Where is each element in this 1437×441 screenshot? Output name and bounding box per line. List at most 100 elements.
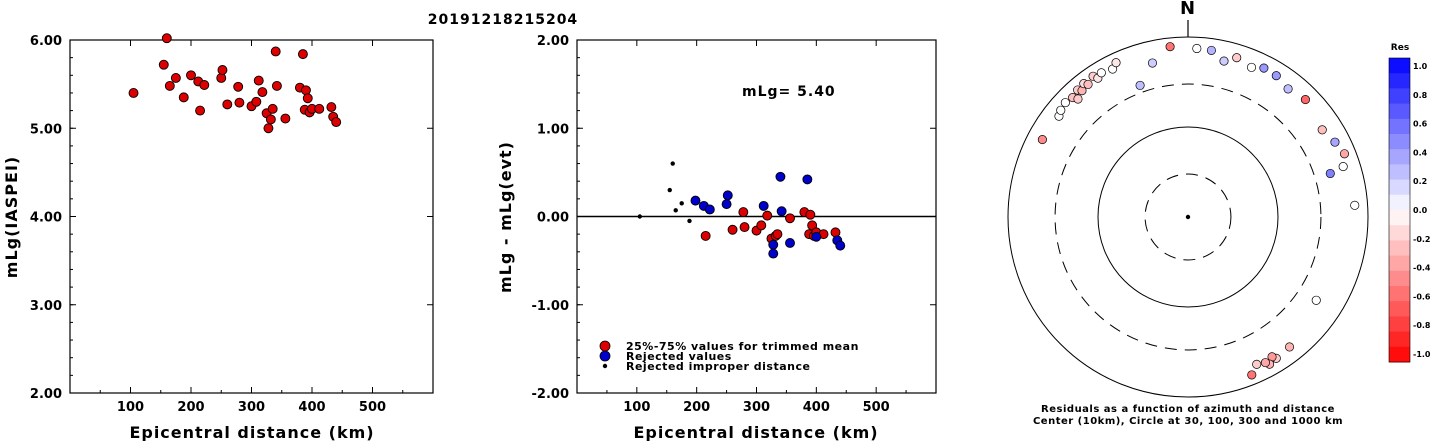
magnitude-plot: 100 200 300 400 500 2.00 3.00 4.00 5.00 6.00 [30, 33, 433, 415]
distance-ring-300 [1054, 83, 1322, 351]
magnitude-y-axis-label: mLg(IASPEI) [2, 156, 21, 278]
magnitude-point [271, 80, 282, 91]
colorbar-segment [1389, 179, 1410, 196]
magnitude-point [234, 97, 245, 108]
x-tick-label: 100 [623, 400, 650, 415]
trimmed-mean-point [738, 207, 749, 218]
y-tick-label: 0.00 [537, 211, 569, 226]
magnitude-point [158, 59, 169, 70]
colorbar-segment [1389, 194, 1410, 211]
station-residual-point [1350, 200, 1360, 210]
colorbar-tick-label: 1.0 [1413, 62, 1428, 71]
colorbar-segment [1389, 346, 1410, 363]
improper-distance-point [670, 161, 675, 166]
x-tick-label: 300 [743, 400, 770, 415]
magnitude-point [331, 117, 342, 128]
magnitude-point [178, 92, 189, 103]
x-tick-label: 300 [238, 400, 265, 415]
station-residual-point [1206, 45, 1216, 55]
rejected-point [768, 239, 779, 250]
colorbar-segment [1389, 301, 1410, 317]
trimmed-mean-point [762, 210, 773, 221]
y-tick-label: 5.00 [30, 122, 62, 137]
colorbar-segment [1389, 88, 1410, 105]
station-residual-point [1260, 358, 1270, 368]
trimmed-mean-point [772, 229, 783, 240]
distance-ring-30 [1144, 173, 1232, 261]
station-residual-point [1096, 68, 1106, 78]
rejected-point [835, 240, 846, 251]
x-tick-label: 500 [359, 400, 386, 415]
legend-marker-trimmed [599, 340, 611, 352]
station-residual-point [1083, 79, 1093, 89]
magnitude-point [263, 123, 274, 134]
y-tick-label: 2.00 [537, 34, 569, 49]
magnitude-point [267, 103, 278, 114]
magnitude-point [161, 33, 172, 44]
colorbar-segment [1389, 286, 1410, 302]
colorbar-tick-label: -0.8 [1413, 321, 1431, 330]
station-residual-point [1192, 43, 1202, 54]
magnitude-point [170, 72, 181, 83]
trimmed-mean-point [805, 209, 816, 220]
colorbar-segment [1389, 316, 1410, 333]
x-tick-label: 100 [117, 400, 144, 415]
colorbar-segment [1389, 164, 1410, 181]
y-tick-label: -1.00 [532, 299, 569, 314]
magnitude-point [297, 49, 308, 60]
colorbar-segment [1389, 73, 1410, 89]
station-residual-point [1060, 98, 1070, 108]
station-residual-point [1317, 125, 1327, 135]
legend-marker-improper [602, 363, 608, 369]
magnitude-point [164, 80, 175, 91]
magnitude-point [195, 105, 206, 116]
magnitude-point [186, 70, 196, 81]
station-residual-point [1283, 84, 1293, 94]
improper-distance-point [667, 187, 672, 193]
rejected-point [722, 190, 733, 201]
trimmed-mean-point [727, 224, 738, 235]
y-tick-label: -2.00 [532, 387, 569, 402]
magnitude-x-axis-label: Epicentral distance (km) [129, 423, 374, 441]
rejected-point [721, 199, 732, 210]
station-residual-point [1246, 62, 1257, 72]
north-label: N [1180, 0, 1196, 19]
colorbar-segment [1389, 103, 1410, 120]
station-residual-point [1330, 137, 1340, 147]
colorbar-tick-label: -1.0 [1413, 350, 1431, 359]
y-tick-label: 3.00 [30, 299, 62, 314]
station-residual-point [1252, 359, 1262, 369]
colorbar-segment [1389, 58, 1410, 74]
colorbar-title: Res [1391, 43, 1409, 53]
residual-plot: 100 200 300 400 500 -2.00 -1.00 0.00 1.00 2.00 [532, 34, 936, 415]
colorbar-tick-label: 0.8 [1413, 91, 1428, 100]
colorbar-tick-label: -0.2 [1413, 235, 1431, 244]
improper-distance-point [637, 214, 643, 219]
polar-plot [1007, 20, 1369, 398]
colorbar-tick-label: -0.6 [1413, 292, 1431, 301]
magnitude-point [265, 114, 276, 125]
colorbar-outline [1388, 57, 1411, 363]
magnitude-point [326, 102, 337, 113]
station-residual-point [1232, 53, 1242, 63]
rejected-point [802, 174, 813, 185]
legend-label-rejected: Rejected values [626, 350, 732, 363]
colorbar-tick-label: 0.2 [1413, 177, 1427, 186]
legend-label-improper: Rejected improper distance [626, 360, 810, 373]
station-residual-point [1339, 149, 1350, 159]
magnitude-point [199, 80, 210, 90]
colorbar-tick-label: 0.4 [1413, 148, 1428, 157]
rejected-point [775, 171, 786, 182]
colorbar-segment [1389, 255, 1410, 272]
colorbar-segment [1389, 134, 1410, 150]
mean-magnitude-annotation: mLg= 5.40 [742, 84, 836, 100]
trimmed-mean-point [830, 227, 841, 238]
colorbar-tick-label: 0.0 [1413, 206, 1428, 215]
rejected-point [768, 248, 779, 259]
y-tick-label: 4.00 [30, 211, 62, 226]
distance-ring-100 [1097, 126, 1279, 308]
magnitude-point [302, 93, 313, 104]
magnitude-point [222, 99, 233, 110]
x-tick-label: 200 [177, 400, 204, 415]
station-residual-point [1056, 105, 1066, 115]
